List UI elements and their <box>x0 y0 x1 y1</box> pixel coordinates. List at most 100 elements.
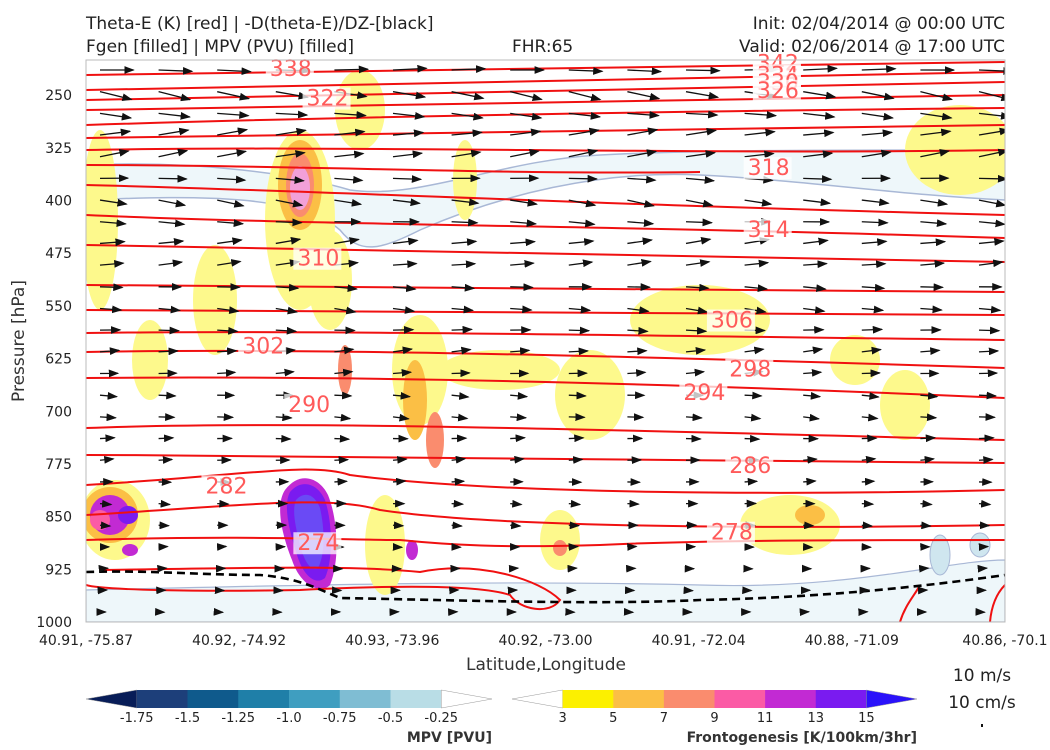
wind-arrow <box>99 238 126 247</box>
wind-arrow <box>685 150 717 158</box>
wind-arrow <box>685 413 703 422</box>
colorbar-tick-label: 7 <box>660 711 668 726</box>
wind-arrow <box>451 392 470 400</box>
wind-arrow <box>744 413 762 422</box>
theta-e-label: 302 <box>242 335 284 360</box>
colorbar-tick-label: -1.5 <box>175 711 200 726</box>
wind-arrow <box>627 67 663 76</box>
wind-arrow <box>217 111 250 119</box>
y-tick-label: 550 <box>45 299 72 315</box>
wind-arrow <box>568 456 584 464</box>
wind-arrow <box>392 175 423 183</box>
wind-arrow <box>920 434 937 443</box>
theta-e-label: 310 <box>297 247 339 272</box>
wind-arrow <box>803 150 834 159</box>
wind-arrow <box>920 128 952 137</box>
theta-e-label: 290 <box>288 393 330 418</box>
wind-arrow <box>803 91 837 100</box>
wind-arrow <box>99 499 113 508</box>
valid-time: Valid: 02/06/2014 @ 17:00 UTC <box>739 37 1005 57</box>
wind-arrow <box>99 91 133 102</box>
wind-arrow <box>392 129 425 138</box>
wind-arrow <box>803 129 835 138</box>
wind-arrow <box>978 148 1005 158</box>
x-tick-label: 40.86, -70.1 <box>962 633 1047 649</box>
wind-arrow <box>744 346 765 355</box>
wind-arrow <box>451 65 487 73</box>
wind-arrow <box>920 521 932 530</box>
wind-arrow <box>392 91 427 100</box>
wind-arrow <box>451 346 472 355</box>
wind-arrow <box>510 219 538 228</box>
wind-arrow <box>920 219 948 228</box>
wind-arrow <box>803 260 828 269</box>
wind-arrow <box>275 91 309 100</box>
wind-arrow <box>158 127 190 136</box>
wind-arrow <box>334 456 350 464</box>
wind-arrow <box>685 66 721 75</box>
wind-arrow <box>510 148 540 158</box>
wind-arrow <box>978 219 1005 228</box>
wind-arrow <box>627 259 652 267</box>
dtheta-dz-contour <box>86 570 1005 604</box>
wind-arrow <box>803 455 818 464</box>
wind-arrow <box>861 325 884 334</box>
wind-arrow <box>568 347 590 356</box>
wind-arrow <box>451 325 473 334</box>
chart-title-line1: Theta-E (K) [red] | -D(theta-E)/DZ-[blac… <box>86 14 434 34</box>
colorbar-swatch <box>815 690 867 708</box>
wind-arrow <box>217 127 249 136</box>
x-axis-label: Latitude,Longitude <box>466 655 626 675</box>
y-tick-label: 325 <box>45 141 72 157</box>
wind-arrow <box>99 112 133 121</box>
wind-arrow <box>861 477 876 486</box>
wind-arrow <box>803 64 838 73</box>
wind-arrow <box>392 150 424 159</box>
theta-e-label-bg <box>725 454 774 477</box>
wind-arrow <box>568 434 585 443</box>
wind-arrow <box>803 477 817 486</box>
wind-arrow <box>334 111 367 119</box>
wind-arrow <box>744 477 759 486</box>
colorbar-swatch <box>613 690 665 708</box>
wind-arrow <box>275 236 302 245</box>
theta-e-label: 322 <box>307 87 349 112</box>
wind-arrow <box>217 67 252 76</box>
theta-e-label-bg <box>238 335 287 358</box>
wind-arrow <box>978 259 1004 268</box>
theta-e-label: 306 <box>711 309 753 334</box>
wind-arrow <box>510 391 529 400</box>
x-axis-ticks: 40.91, -75.87 40.92, -74.92 40.93, -73.96 4… <box>39 633 1048 649</box>
wind-arrow <box>568 499 582 508</box>
colorbar-swatch <box>441 689 493 709</box>
colorbar-swatch <box>136 690 188 708</box>
wind-arrow <box>334 65 370 74</box>
wind-arrow <box>158 219 186 228</box>
wind-arrow <box>99 260 125 268</box>
wind-arrow <box>685 91 720 100</box>
wind-arrow <box>861 369 881 378</box>
wind-arrow <box>685 346 707 355</box>
wind-arrow <box>451 413 469 422</box>
wind-arrow <box>99 283 124 292</box>
y-tick-label: 625 <box>45 352 72 368</box>
wind-arrow <box>392 455 408 464</box>
wind-arrow <box>158 174 188 183</box>
wind-arrow <box>392 284 417 293</box>
wind-arrow <box>392 346 414 355</box>
wind-arrow <box>158 391 177 400</box>
wind-arrow <box>744 111 778 119</box>
theta-e-label-bg <box>293 247 342 270</box>
wind-arrow <box>978 174 1005 183</box>
theta-e-labels: 3423343303263383223183143103063022982942… <box>201 51 801 556</box>
wind-arrow <box>627 199 655 208</box>
wind-arrow <box>99 391 118 400</box>
wind-arrow <box>744 391 763 400</box>
wind-arrow <box>568 174 599 183</box>
fgen-colorbar: 3 5 7 9 11 13 15 <box>511 689 918 726</box>
wind-arrow <box>451 521 463 530</box>
wind-arrow <box>803 413 821 422</box>
wind-arrow <box>627 306 650 314</box>
colorbar-tick-label: -0.75 <box>323 711 357 726</box>
wind-arrow <box>920 455 936 464</box>
